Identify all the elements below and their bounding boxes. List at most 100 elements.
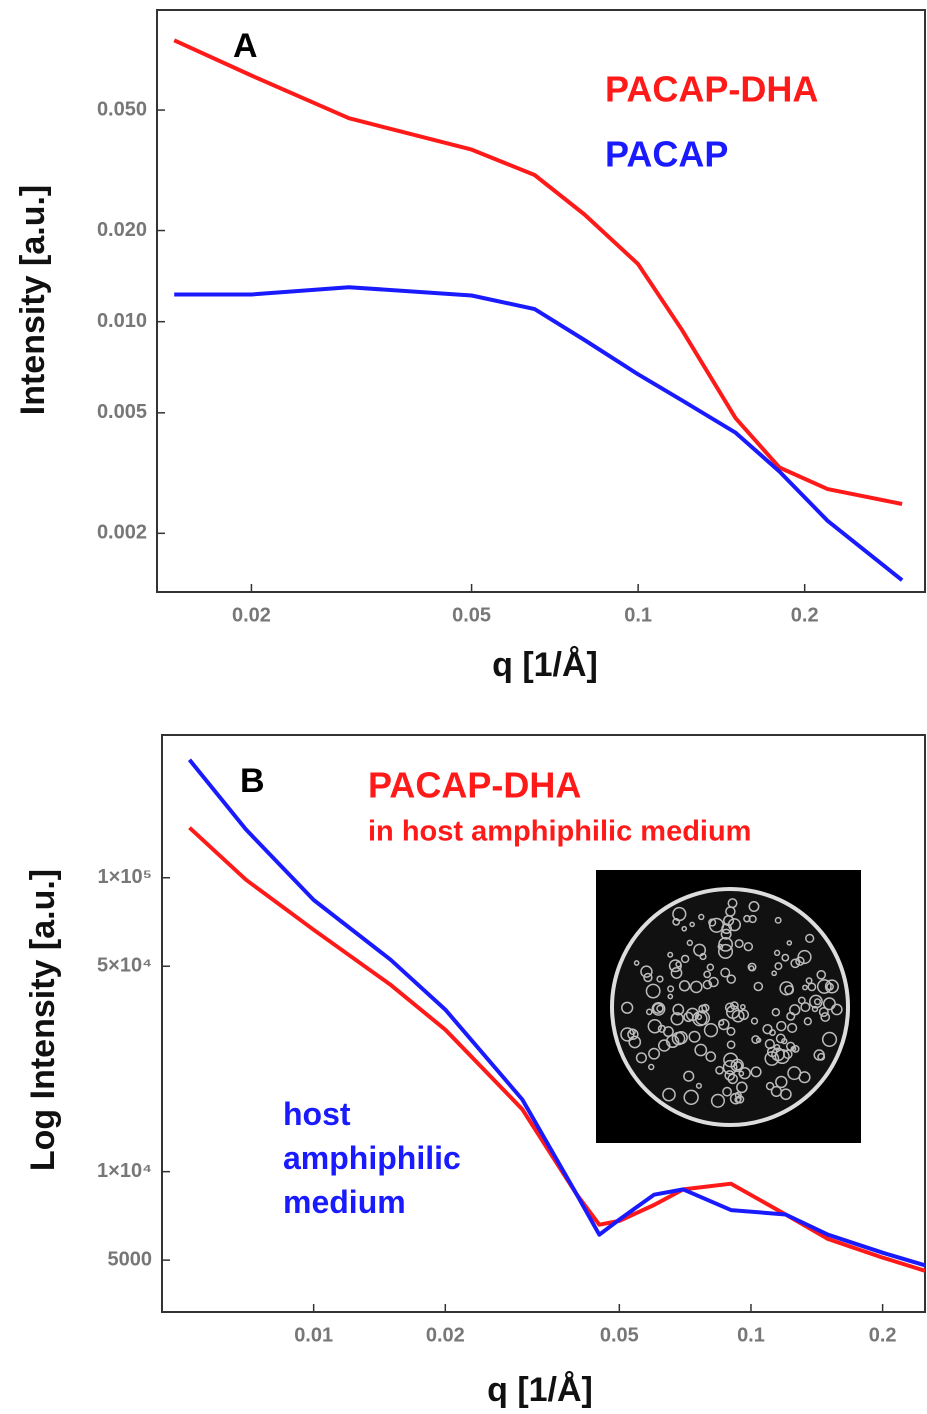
inset-dot (670, 1012, 684, 1026)
inset-dot (726, 1026, 736, 1036)
y-tick-label: 0.010 (97, 310, 147, 332)
inset-dot (727, 918, 742, 932)
data-line (173, 38, 903, 506)
inset-dot (629, 1028, 636, 1035)
inset-dot (753, 981, 764, 992)
inset-dot (726, 1040, 736, 1050)
inset-dot (643, 972, 653, 983)
inset-dot (739, 1004, 746, 1010)
inset-dot (805, 933, 815, 944)
inset-dot (824, 979, 839, 994)
inset-dot (670, 967, 683, 979)
y-tick-label: 1×10⁵ (98, 866, 152, 888)
inset-dot (813, 998, 822, 1006)
plot-frame (161, 734, 926, 1313)
legend-entry-box: host amphiphilic medium (283, 1096, 461, 1220)
inset-dot (766, 1046, 778, 1058)
inset-dot (750, 1017, 759, 1025)
inset-dot (645, 1008, 653, 1016)
inset-dot (681, 925, 688, 932)
inset-dot (734, 939, 744, 949)
inset-dot (731, 1009, 745, 1023)
inset-dot (688, 1030, 701, 1043)
inset-dot (786, 940, 793, 946)
inset-dot (633, 960, 640, 966)
inset-dot (764, 1051, 780, 1066)
inset-dot (805, 977, 813, 985)
inset-dot (645, 983, 661, 999)
inset-dot (718, 1019, 725, 1026)
inset-dot (795, 956, 805, 966)
inset-dot (822, 997, 836, 1011)
inset-dot (690, 980, 703, 994)
inset-dot (773, 949, 781, 957)
inset-dot (807, 982, 817, 992)
inset-dot (715, 1065, 724, 1075)
inset-dot (751, 1035, 761, 1044)
inset-dot (738, 1070, 745, 1077)
inset-dot (667, 985, 675, 993)
inset-dot (672, 917, 681, 926)
inset-dot (787, 1022, 798, 1034)
inset-dot (628, 1035, 642, 1049)
y-tick-label: 0.005 (97, 401, 147, 423)
inset-dot (803, 1017, 812, 1026)
inset-dot (727, 1073, 739, 1085)
x-tick-label: 0.2 (869, 1324, 897, 1346)
inset-dot (736, 1081, 748, 1094)
inset-dot (698, 913, 705, 921)
inset-dot (718, 1018, 730, 1031)
inset-dot (721, 923, 733, 935)
inset-dot (790, 958, 801, 969)
x-tick-label: 0.02 (426, 1324, 465, 1346)
inset-dot (730, 1001, 739, 1010)
inset-dot (683, 1089, 699, 1105)
inset-dot (826, 982, 834, 991)
inset-dot (789, 1004, 801, 1016)
inset-dot (748, 901, 760, 913)
x-tick-label: 0.02 (232, 604, 271, 626)
inset-dot (689, 921, 695, 928)
inset-dot (818, 1006, 829, 1017)
inset-dot (667, 993, 674, 1000)
inset-dot (678, 980, 691, 992)
inset-dot (726, 974, 736, 984)
x-tick-label: 0.05 (600, 1324, 639, 1346)
inset-dot (710, 1093, 725, 1108)
y-tick-label: 0.050 (97, 98, 147, 120)
inset-dot (770, 1085, 783, 1098)
inset-dot (706, 963, 715, 972)
inset-dot (694, 1010, 711, 1026)
inset-dot (724, 1002, 735, 1013)
inset-dot (830, 1003, 843, 1016)
plot-frame (156, 9, 926, 593)
inset-dot (667, 951, 674, 958)
inset-dot (694, 1043, 708, 1057)
inset-dot (722, 1059, 738, 1075)
inset-dot (683, 1070, 695, 1082)
inset-image (596, 870, 861, 1143)
inset-dot (656, 975, 664, 983)
inset-dot (817, 1052, 826, 1061)
x-axis-label: q [1/Å] (487, 1371, 593, 1409)
x-tick-label: 0.1 (737, 1324, 765, 1346)
x-tick-label: 0.01 (294, 1324, 333, 1346)
y-tick-label: 5000 (108, 1248, 153, 1270)
inset-dot (734, 1091, 742, 1099)
inset-dot (683, 1011, 694, 1023)
inset-dot (685, 1007, 700, 1022)
inset-dot (720, 928, 732, 940)
inset-dot (816, 969, 827, 980)
inset-dot (672, 906, 687, 922)
inset-dot (724, 1070, 736, 1081)
inset-dot (769, 1029, 776, 1036)
inset-dot (820, 1012, 831, 1022)
inset-dot (648, 1063, 655, 1071)
inset-dot (657, 1039, 671, 1052)
y-tick-label: 1×10⁴ (97, 1160, 152, 1182)
inset-dot (781, 1037, 788, 1045)
inset-dot (665, 1034, 680, 1049)
inset-dot (811, 1005, 819, 1013)
inset-dot (648, 1047, 661, 1060)
